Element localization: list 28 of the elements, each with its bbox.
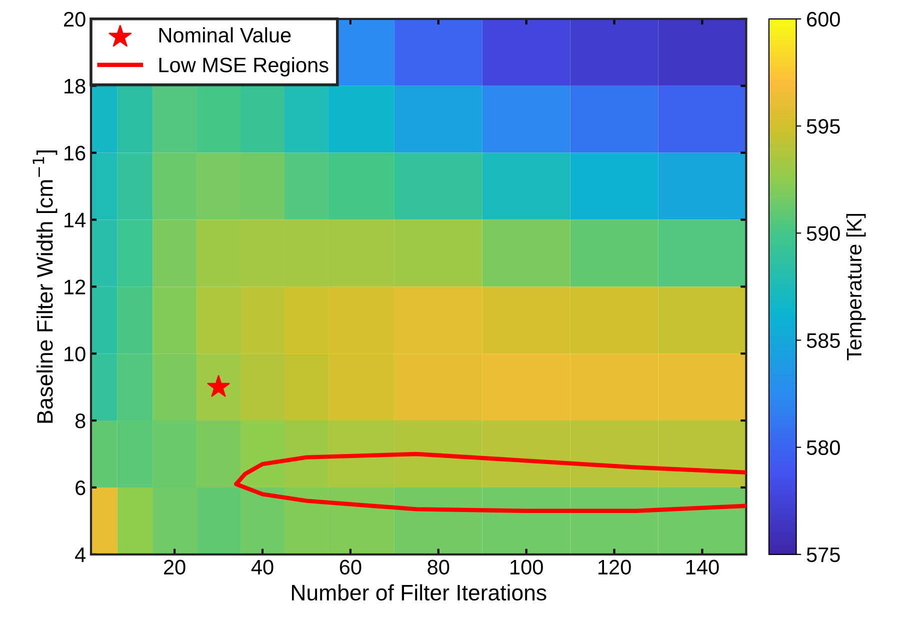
legend-label: Low MSE Regions: [159, 57, 328, 76]
x-tick-label: 140: [686, 560, 719, 575]
y-tick-label: 10: [64, 346, 86, 362]
color-bar-label: 595: [806, 119, 840, 134]
y-axis-title: Baseline Filter Width [cm$^{−1}$]: [32, 150, 58, 423]
y-tick-label: 8: [75, 414, 86, 428]
color-bar-label: 600: [807, 12, 840, 27]
color-bar-label: 575: [806, 548, 840, 562]
color-bar-title: Temperature [K]: [846, 214, 866, 360]
legend-label: Nominal Value: [159, 27, 291, 43]
line-series: [234, 452, 746, 513]
x-tick-label: 60: [340, 560, 362, 575]
x-tick-label: 100: [510, 560, 543, 575]
y-tick-label: 12: [64, 280, 86, 294]
x-tick-label: 40: [251, 560, 274, 575]
x-tick-label: 20: [164, 560, 186, 575]
x-tick-label: 120: [598, 560, 631, 575]
color-bar-label: 590: [806, 226, 840, 241]
y-tick-label: 4: [75, 548, 86, 562]
y-tick-label: 18: [64, 78, 86, 94]
y-tick-label: 14: [64, 212, 86, 228]
color-bar-label: 580: [806, 440, 840, 456]
color-bar-label: 585: [806, 333, 840, 348]
x-axis-title: Number of Filter Iterations: [292, 584, 546, 601]
y-tick-label: 20: [64, 12, 86, 27]
y-tick-label: 6: [76, 480, 86, 496]
x-tick-label: 80: [428, 560, 450, 575]
y-tick-label: 16: [64, 146, 86, 161]
